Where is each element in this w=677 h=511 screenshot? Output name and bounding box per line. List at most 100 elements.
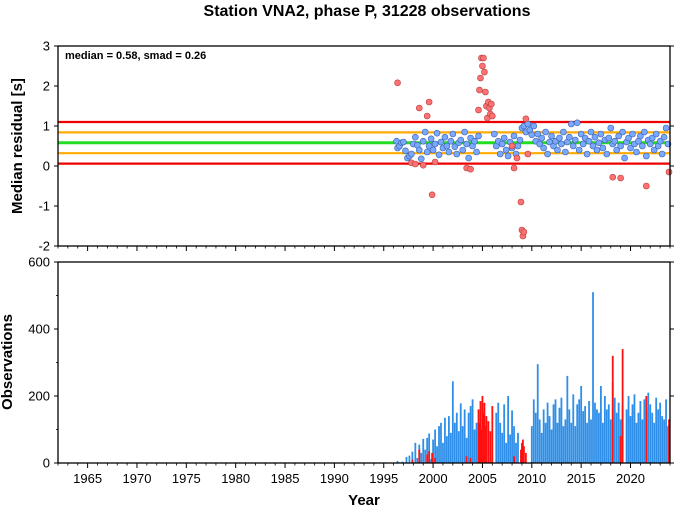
observation-bar <box>408 455 411 463</box>
residual-point <box>585 137 593 145</box>
observation-bar <box>411 451 414 463</box>
residual-point <box>617 174 624 182</box>
residual-point <box>656 137 664 145</box>
residual-point <box>538 134 545 142</box>
observation-bar <box>426 437 429 463</box>
observation-bar <box>554 399 557 463</box>
residual-point <box>542 128 549 136</box>
residual-point <box>615 132 622 140</box>
x-tick-label: 2020 <box>616 471 645 486</box>
residual-point <box>575 146 583 154</box>
observation-bar <box>505 442 508 463</box>
residual-point <box>516 136 524 144</box>
residual-point <box>431 140 439 148</box>
residual-point <box>639 142 646 150</box>
residual-point <box>437 138 445 146</box>
residual-point <box>560 128 567 136</box>
residual-y-axis-label: Median residual [s] <box>9 78 26 214</box>
residual-point <box>423 148 431 156</box>
observation-bar <box>661 416 664 463</box>
observation-bar <box>522 439 524 463</box>
observation-bar <box>477 409 480 463</box>
x-tick-label: 1965 <box>73 471 102 486</box>
observation-bar <box>517 432 519 463</box>
observation-bar <box>507 396 510 463</box>
observation-bar <box>523 446 525 463</box>
observation-bar <box>436 446 438 463</box>
residual-point <box>447 137 455 145</box>
residual-point <box>508 142 516 150</box>
residual-point <box>665 168 673 176</box>
observation-bar <box>657 409 660 463</box>
observation-bar <box>503 404 506 463</box>
residual-point <box>449 130 457 138</box>
observation-bar <box>558 407 561 463</box>
observation-bar <box>513 426 515 463</box>
observation-bar <box>544 422 547 463</box>
residual-point <box>643 182 650 190</box>
x-tick-label: 1970 <box>123 471 152 486</box>
observation-bar <box>538 419 541 463</box>
observation-bar <box>497 402 500 463</box>
observation-bar <box>511 410 513 463</box>
x-tick-label: 1990 <box>320 471 349 486</box>
observation-bar <box>424 449 427 463</box>
residual-y-tick-label: 3 <box>43 39 50 54</box>
observation-bar <box>471 399 474 463</box>
residual-point <box>412 160 419 168</box>
observations-y-tick-label: 600 <box>28 255 50 270</box>
residual-point <box>451 143 459 151</box>
residual-point <box>603 150 611 158</box>
residual-point <box>510 164 518 172</box>
residual-points <box>393 54 673 240</box>
observation-bar <box>442 442 444 463</box>
residual-point <box>504 152 512 160</box>
observations-y-ticks: 0 200 400 600 <box>28 255 674 471</box>
observation-bar <box>495 412 498 463</box>
observation-bar <box>401 461 404 463</box>
residual-y-tick-label: -1 <box>38 199 50 214</box>
observation-bar <box>667 426 669 463</box>
residual-point <box>536 140 544 148</box>
residual-point <box>415 146 423 154</box>
observation-bar <box>570 422 573 463</box>
residual-point <box>500 134 508 142</box>
observation-bar <box>428 433 431 463</box>
residual-point <box>556 134 563 142</box>
observation-bar <box>431 452 434 463</box>
observation-bar <box>411 459 414 463</box>
residual-point <box>471 137 478 145</box>
observation-bar <box>461 426 464 463</box>
residual-point <box>481 68 488 76</box>
observation-bar <box>649 404 652 463</box>
observation-bar <box>572 394 575 463</box>
residual-point <box>569 142 577 150</box>
residual-point <box>621 154 628 162</box>
observation-bar <box>509 434 511 463</box>
residual-point <box>457 136 465 144</box>
observation-bar <box>515 442 517 463</box>
residual-point <box>611 137 619 145</box>
residual-point <box>646 140 654 148</box>
residual-point <box>427 135 435 143</box>
observation-bar <box>453 422 456 463</box>
observation-bar <box>465 437 468 463</box>
observations-y-axis-label: Observations <box>0 314 16 410</box>
residual-point <box>477 74 484 82</box>
observation-bar <box>426 454 429 463</box>
observation-bar <box>513 456 515 463</box>
observation-bar <box>396 460 399 463</box>
residual-point <box>428 191 436 199</box>
residual-point <box>567 120 575 128</box>
observation-bar <box>663 419 665 463</box>
residual-point <box>583 150 591 158</box>
observation-bar <box>613 397 616 463</box>
residual-point <box>441 133 449 141</box>
residual-point <box>558 140 565 148</box>
observation-bar <box>582 411 585 463</box>
residual-point <box>461 128 468 136</box>
observation-bar <box>653 422 656 463</box>
residual-point <box>524 150 532 158</box>
observation-bar <box>550 429 553 463</box>
residual-point <box>453 150 461 158</box>
